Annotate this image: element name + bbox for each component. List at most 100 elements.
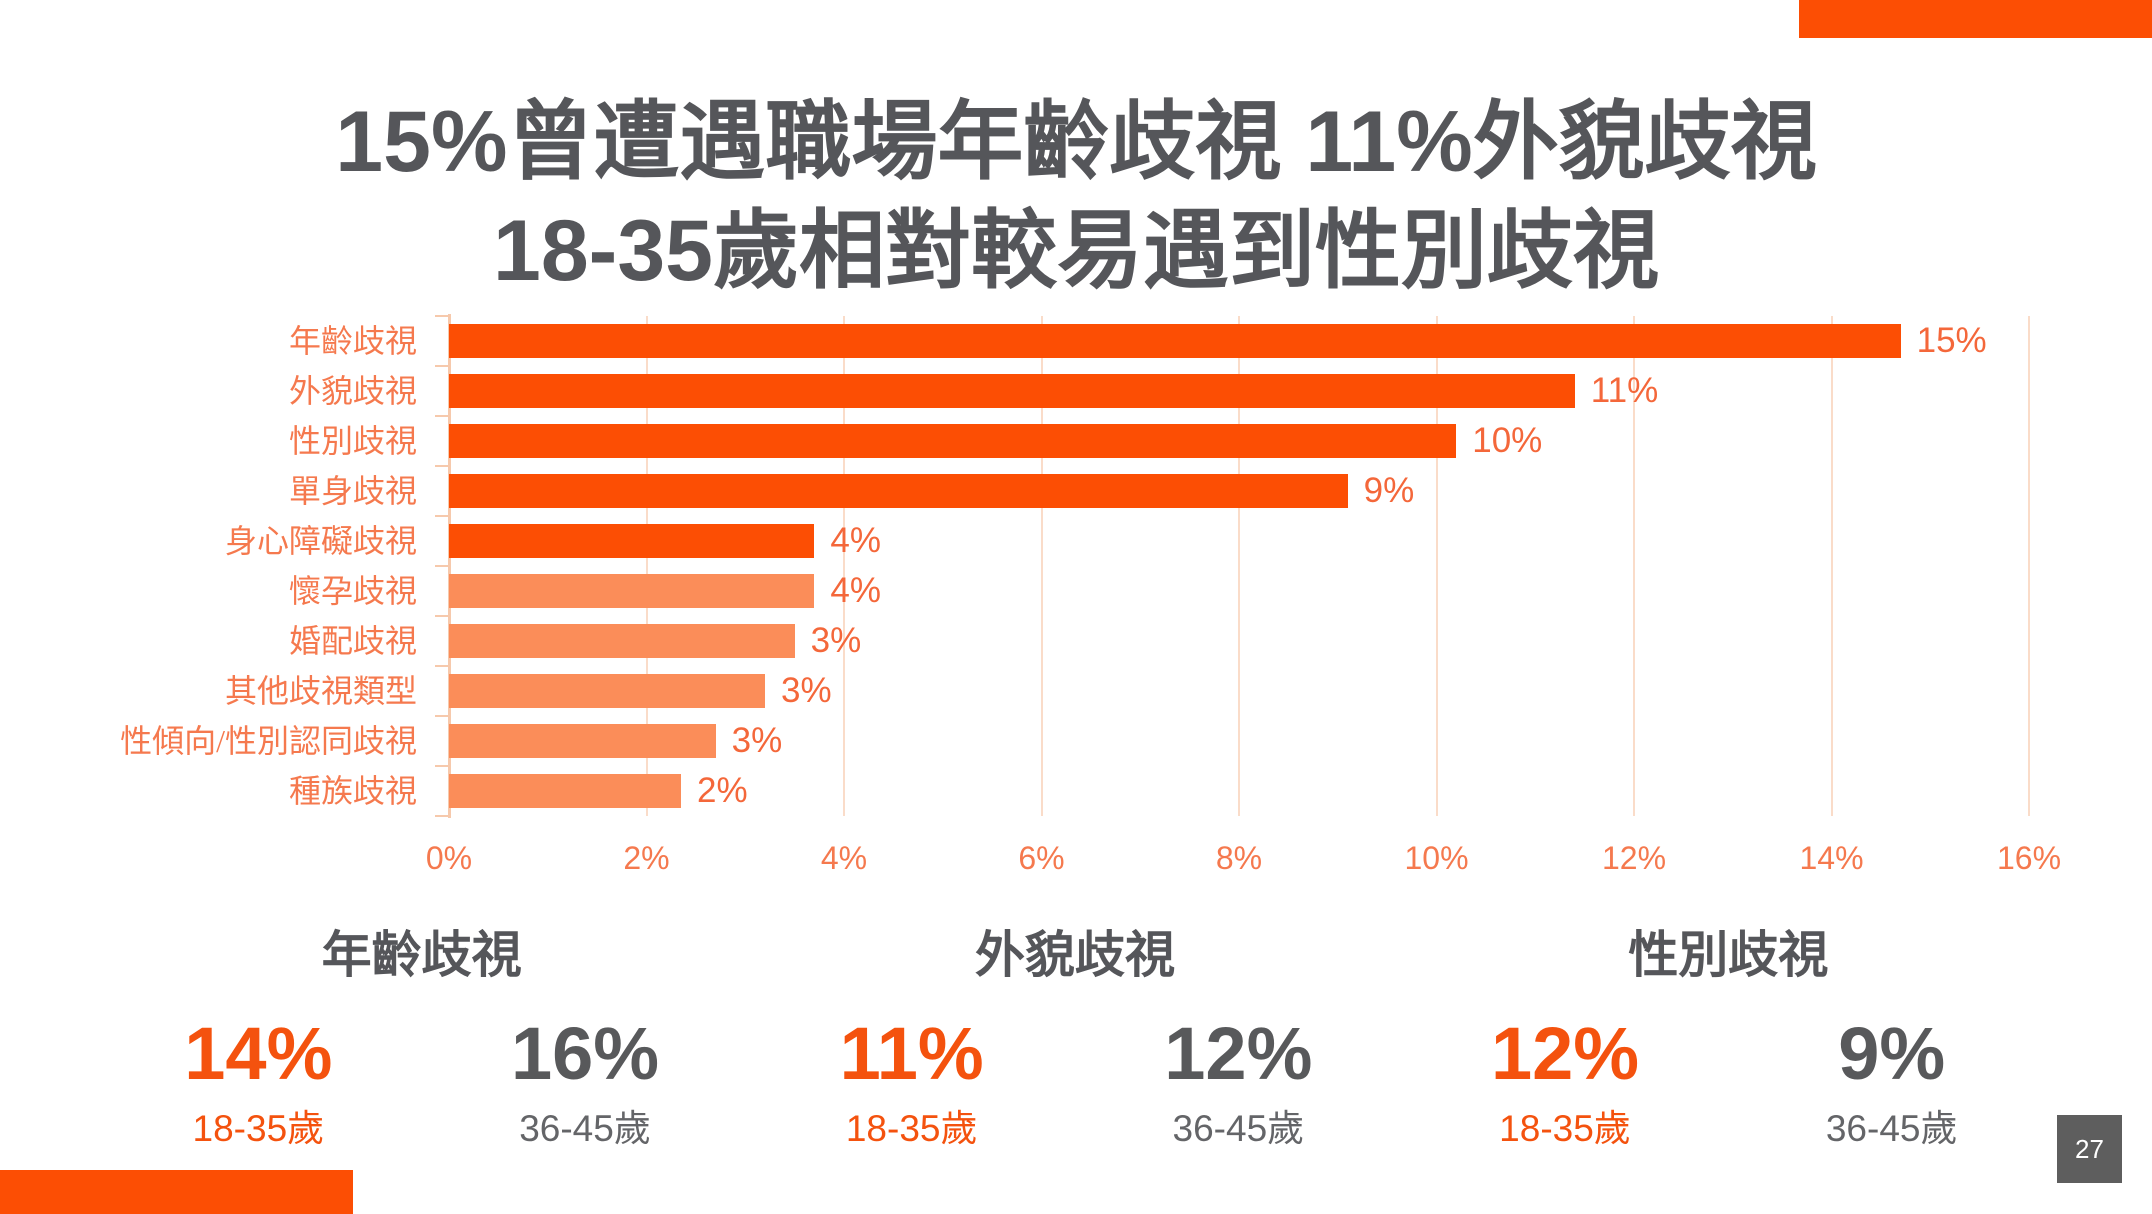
y-axis-tick	[435, 515, 448, 517]
bar-value-label: 3%	[731, 721, 783, 760]
gridline	[2028, 316, 2030, 816]
bar-value-label: 3%	[781, 671, 832, 710]
stat-block-gender: 性別歧視 12% 18-35歲 9% 36-45歲	[1402, 915, 2055, 1152]
page-title-line1: 15%曾遭遇職場年齡歧視 11%外貌歧視	[335, 93, 1817, 190]
stat-cell-primary: 12% 18-35歲	[1402, 1013, 1729, 1152]
x-axis-tick-label: 8%	[1215, 840, 1263, 876]
category-label: 單身歧視	[288, 473, 417, 509]
x-axis-tick-label: 0%	[425, 840, 473, 876]
bar-value-label: 2%	[697, 771, 748, 810]
stat-cell-secondary: 16% 36-45歲	[422, 1013, 749, 1152]
x-axis-labels: 0% 2% 4% 6% 8% 10% 12% 14% 16%	[426, 840, 2061, 882]
y-axis-tick	[435, 465, 448, 467]
category-label: 性別歧視	[288, 423, 417, 459]
x-axis-tick-label: 10%	[1404, 840, 1469, 876]
y-axis-tick	[435, 415, 448, 417]
stat-cell-primary: 14% 18-35歲	[95, 1013, 422, 1152]
bar-value-label: 15%	[1916, 321, 1987, 360]
bar	[449, 674, 765, 708]
stat-cell-primary: 11% 18-35歲	[748, 1013, 1075, 1152]
category-label: 懷孕歧視	[288, 573, 417, 609]
summary-stats: 年齡歧視 14% 18-35歲 16% 36-45歲 外貌歧視 11% 18-3…	[95, 915, 2055, 1152]
gridline	[1435, 316, 1438, 816]
bar-row: 2%	[449, 766, 2029, 816]
stat-age-label: 18-35歲	[845, 1108, 978, 1150]
bar	[449, 324, 1901, 358]
bar	[449, 424, 1457, 458]
gridline	[1238, 316, 1240, 816]
stat-value: 14%	[184, 1012, 333, 1095]
stat-age-label: 36-45歲	[1825, 1108, 1958, 1150]
stat-block-title: 外貌歧視	[974, 927, 1175, 983]
bar-row: 15%	[449, 316, 2029, 366]
stat-cell-secondary: 9% 36-45歲	[1728, 1013, 2055, 1152]
category-labels: 年齡歧視外貌歧視性別歧視單身歧視身心障礙歧視懷孕歧視婚配歧視其他歧視類型性傾向/…	[0, 316, 433, 816]
bar-value-label: 3%	[810, 621, 862, 660]
category-label: 婚配歧視	[288, 623, 417, 659]
stat-age-label: 36-45歲	[1172, 1108, 1305, 1150]
stat-age-label: 36-45歲	[519, 1108, 651, 1150]
x-axis-tick-label: 4%	[820, 840, 868, 876]
page-title: 15%曾遭遇職場年齡歧視 11%外貌歧視 18-35歲相對較易遇到性別歧視	[0, 88, 2152, 306]
stat-value: 16%	[510, 1012, 660, 1095]
bar-row: 4%	[449, 516, 2029, 566]
category-label: 其他歧視類型	[224, 673, 417, 709]
y-axis-tick	[435, 815, 448, 817]
category-label: 外貌歧視	[288, 373, 417, 409]
y-axis-tick	[435, 615, 448, 617]
bar-row: 9%	[449, 466, 2029, 516]
bar	[449, 624, 795, 658]
stat-block-title: 性別歧視	[1628, 927, 1829, 983]
x-axis-tick-label: 16%	[1996, 840, 2062, 876]
bar	[449, 724, 716, 758]
stat-value: 9%	[1838, 1012, 1946, 1095]
stat-age-label: 18-35歲	[192, 1108, 325, 1150]
bar-value-label: 11%	[1590, 371, 1659, 410]
bar-row: 4%	[449, 566, 2029, 616]
bar	[449, 574, 815, 608]
bar-value-label: 4%	[830, 571, 881, 610]
bar-row: 10%	[449, 416, 2029, 466]
x-axis-tick-label: 2%	[623, 840, 670, 876]
bar-value-label: 4%	[830, 521, 881, 560]
bar-value-label: 10%	[1472, 421, 1543, 460]
stat-block-age: 年齡歧視 14% 18-35歲 16% 36-45歲	[95, 915, 748, 1152]
y-axis-tick	[435, 365, 448, 367]
stat-block-title: 年齡歧視	[321, 927, 522, 983]
stat-value: 12%	[1490, 1012, 1640, 1095]
page-number-badge: 27	[2057, 1115, 2122, 1183]
bar-row: 3%	[449, 716, 2029, 766]
y-axis-line	[448, 314, 451, 818]
category-label: 年齡歧視	[288, 323, 417, 359]
category-label: 身心障礙歧視	[224, 523, 417, 559]
page-title-line2: 18-35歲相對較易遇到性別歧視	[493, 202, 1659, 299]
category-label: 種族歧視	[288, 773, 417, 809]
stat-value: 11%	[839, 1012, 984, 1095]
bar-row: 3%	[449, 666, 2029, 716]
y-axis-tick	[435, 715, 448, 717]
gridline	[1830, 316, 1833, 816]
x-axis-tick-label: 14%	[1799, 840, 1864, 876]
x-axis-tick-label: 6%	[1018, 840, 1065, 876]
x-axis-tick-label: 12%	[1601, 840, 1667, 876]
y-axis-tick	[435, 765, 448, 767]
category-label: 性傾向/性別認同歧視	[120, 723, 417, 759]
gridline	[843, 316, 845, 816]
bottom-left-accent-bar	[0, 1170, 353, 1214]
y-axis-tick	[435, 665, 448, 667]
bar	[449, 374, 1575, 408]
stat-cell-secondary: 12% 36-45歲	[1075, 1013, 1402, 1152]
page-number: 27	[2075, 1133, 2104, 1164]
bar	[449, 524, 815, 558]
stat-value: 12%	[1164, 1012, 1313, 1095]
stat-block-appearance: 外貌歧視 11% 18-35歲 12% 36-45歲	[748, 915, 1401, 1152]
bar-chart-plot: 15% 11% 10% 9% 4% 4% 3% 3% 3% 2%	[435, 314, 2030, 818]
gridline	[645, 316, 648, 816]
gridline	[1633, 316, 1635, 816]
bar-row: 3%	[449, 616, 2029, 666]
y-axis-tick	[435, 565, 448, 567]
bar	[449, 474, 1348, 508]
bar-value-label: 9%	[1363, 471, 1415, 510]
stat-age-label: 18-35歲	[1499, 1108, 1631, 1150]
